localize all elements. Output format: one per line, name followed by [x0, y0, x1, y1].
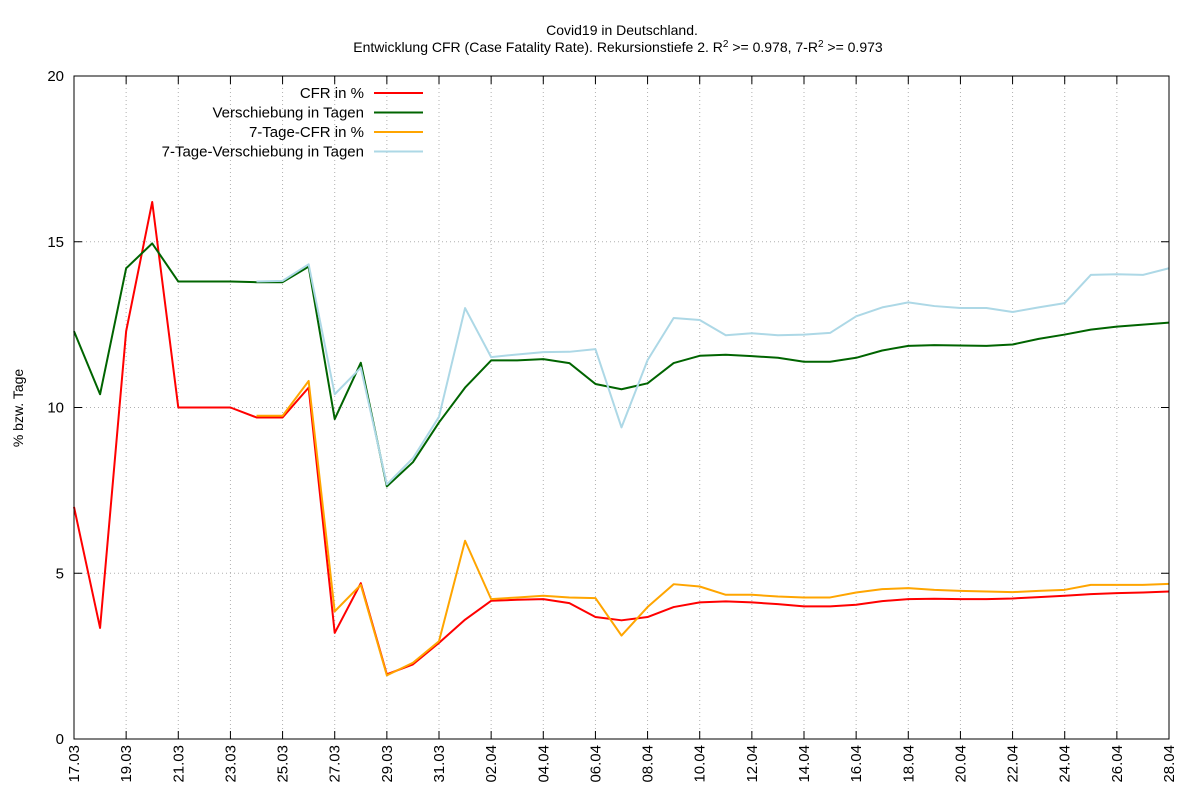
x-tick-label: 23.03: [222, 745, 239, 783]
series-line-2: [73, 242, 1170, 488]
x-tick-label: 12.04: [744, 745, 761, 783]
x-tick-label: 14.04: [796, 745, 813, 783]
x-tick-label: 02.04: [483, 745, 500, 783]
x-tick-label: 17.03: [66, 745, 83, 783]
chart-subtitle: Entwicklung CFR (Case Fatality Rate). Re…: [353, 39, 883, 56]
legend: CFR in % Verschiebung in Tagen 7-Tage-CFR …: [162, 85, 423, 161]
series-lines: [73, 200, 1170, 677]
legend-label: 7-Tage-CFR in %: [249, 124, 364, 141]
x-tick-label: 24.04: [1057, 745, 1074, 783]
x-tick-label: 06.04: [587, 745, 604, 783]
legend-label: CFR in %: [300, 85, 364, 102]
x-tick-label: 28.04: [1161, 745, 1178, 783]
y-axis-label: % bzw. Tage: [10, 369, 26, 448]
y-axis-ticks: 0 5 10 15 20: [47, 68, 1169, 748]
x-tick-label: 22.04: [1005, 745, 1022, 783]
x-tick-label: 21.03: [170, 745, 187, 783]
legend-label: 7-Tage-Verschiebung in Tagen: [162, 144, 364, 161]
chart-titles: Covid19 in Deutschland. Entwicklung CFR …: [353, 22, 883, 55]
y-tick-label: 10: [47, 400, 64, 417]
series-line-1: [73, 200, 1170, 676]
y-tick-label: 20: [47, 68, 64, 85]
plot-frame: [73, 75, 1170, 740]
x-tick-label: 27.03: [327, 745, 344, 783]
grid-lines: [74, 76, 1169, 739]
chart-title: Covid19 in Deutschland.: [546, 22, 698, 38]
y-tick-label: 5: [56, 565, 64, 582]
x-tick-label: 26.04: [1109, 745, 1126, 783]
x-tick-label: 29.03: [379, 745, 396, 783]
x-tick-label: 19.03: [118, 745, 135, 783]
x-tick-label: 10.04: [692, 745, 709, 783]
series-line-3: [256, 379, 1170, 677]
y-tick-label: 0: [56, 731, 64, 748]
x-tick-label: 25.03: [275, 745, 292, 783]
x-tick-label: 08.04: [640, 745, 657, 783]
legend-label: Verschiebung in Tagen: [212, 105, 364, 122]
x-tick-label: 20.04: [952, 745, 969, 783]
x-axis-ticks: 17.03 19.03 21.03 23.03 25.03 27.03 29.03 31.03…: [66, 76, 1178, 783]
x-tick-label: 31.03: [431, 745, 448, 783]
x-tick-label: 16.04: [848, 745, 865, 783]
y-tick-label: 15: [47, 234, 64, 251]
x-tick-label: 04.04: [535, 745, 552, 783]
series-line-4: [256, 263, 1170, 486]
x-tick-label: 18.04: [900, 745, 917, 783]
